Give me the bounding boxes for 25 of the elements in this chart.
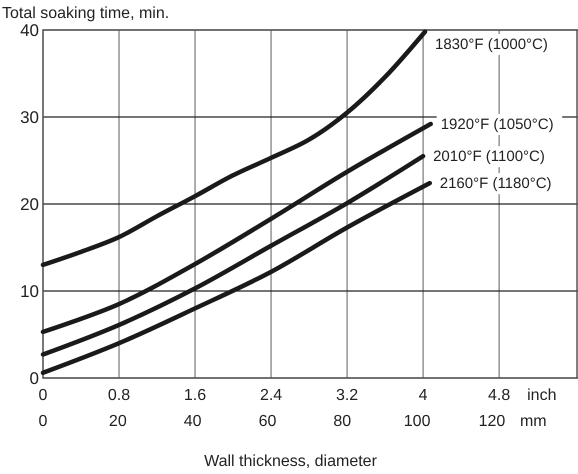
series-label: 1830°F (1000°C) <box>435 36 548 53</box>
y-tick-label: 10 <box>20 282 39 301</box>
x2-tick-label: 120 <box>478 413 506 430</box>
x-axis-title: Wall thickness, diameter <box>204 453 378 470</box>
x2-tick-label: 100 <box>404 413 431 430</box>
series-label: 2160°F (1180°C) <box>440 175 552 192</box>
x2-tick-label: 40 <box>184 413 202 430</box>
y-tick-label: 20 <box>20 195 39 214</box>
text: inch <box>527 387 556 404</box>
x2-tick-label: 80 <box>333 413 352 430</box>
x-tick-label: 4 <box>418 387 428 404</box>
x2-tick-label: 20 <box>108 413 127 430</box>
text: mm <box>520 413 547 430</box>
series-label: 1920°F (1050°C) <box>440 116 554 133</box>
y-tick-label: 0 <box>30 369 39 388</box>
x-tick-label: 2.4 <box>260 387 282 404</box>
x-tick-label: 4.8 <box>488 387 510 404</box>
x-tick-label: 1.6 <box>184 387 206 404</box>
x2-tick-label: 60 <box>258 413 276 430</box>
x-tick-label: 3.2 <box>336 387 358 404</box>
y-tick-label: 40 <box>20 21 39 40</box>
y-tick-label: 30 <box>20 108 39 127</box>
series-label: 2010°F (1100°C) <box>433 148 545 166</box>
x-tick-label: 0.8 <box>108 387 130 404</box>
y-axis-title: Total soaking time, min. <box>2 5 170 22</box>
